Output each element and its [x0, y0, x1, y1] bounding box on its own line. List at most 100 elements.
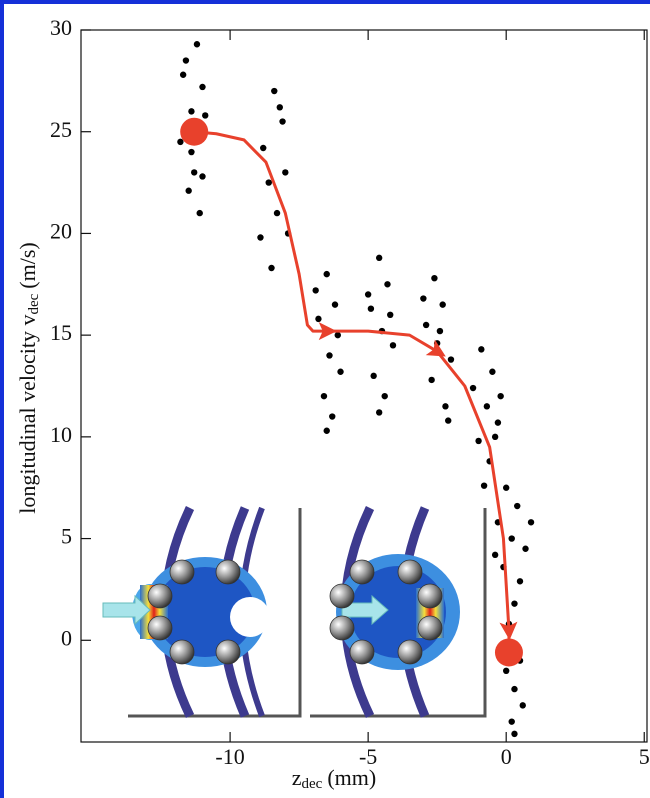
scatter-point: [489, 369, 495, 375]
electrode-sphere: [216, 640, 240, 664]
scatter-point: [321, 393, 327, 399]
x-axis-label: zdec(mm): [292, 765, 376, 792]
scatter-point: [509, 718, 515, 724]
electrode-sphere: [350, 560, 374, 584]
scatter-point: [197, 210, 203, 216]
scatter-point: [191, 169, 197, 175]
x-axis-label-main: z: [292, 765, 302, 790]
electrode-sphere: [350, 640, 374, 664]
scatter-point: [365, 291, 371, 297]
scatter-point: [448, 356, 454, 362]
electrode-sphere: [170, 560, 194, 584]
x-tick-label: 0: [501, 744, 512, 769]
scatter-point: [185, 188, 191, 194]
scatter-point: [509, 535, 515, 541]
scatter-point: [437, 328, 443, 334]
chart: 051015202530-10-505zdec(mm)longitudinal …: [0, 0, 650, 798]
y-axis-label-sub: dec: [26, 293, 42, 314]
scatter-point: [522, 546, 528, 552]
y-axis-label-main: longitudinal velocity v: [15, 315, 40, 514]
scatter-point: [382, 393, 388, 399]
scatter-point: [268, 265, 274, 271]
scatter-point: [199, 84, 205, 90]
y-tick-label: 0: [61, 625, 72, 650]
scatter-point: [528, 519, 534, 525]
scatter-point: [257, 234, 263, 240]
electrode-sphere: [148, 616, 172, 640]
scatter-point: [368, 305, 374, 311]
electrode-sphere: [418, 616, 442, 640]
scatter-point: [511, 731, 517, 737]
scatter-point: [279, 118, 285, 124]
scatter-point: [431, 275, 437, 281]
scatter-point: [188, 108, 194, 114]
scatter-point: [475, 438, 481, 444]
scatter-point: [315, 316, 321, 322]
electrode-sphere: [398, 560, 422, 584]
electrode-sphere: [170, 640, 194, 664]
scatter-point: [282, 169, 288, 175]
y-tick-label: 30: [50, 15, 72, 40]
y-tick-label: 15: [50, 320, 72, 345]
y-tick-label: 20: [50, 218, 72, 243]
scatter-point: [492, 434, 498, 440]
scatter-point: [266, 179, 272, 185]
scatter-point: [497, 393, 503, 399]
scatter-point: [202, 112, 208, 118]
y-tick-label: 10: [50, 422, 72, 447]
scatter-point: [387, 312, 393, 318]
scatter-point: [199, 173, 205, 179]
y-axis-label: longitudinal velocity vdec (m/s): [15, 242, 42, 513]
scatter-point: [511, 600, 517, 606]
x-axis-label-unit: (mm): [327, 765, 376, 790]
scatter-point: [312, 287, 318, 293]
electrode-sphere: [398, 640, 422, 664]
scatter-point: [478, 346, 484, 352]
scatter-point: [384, 281, 390, 287]
start-marker: [180, 118, 208, 146]
scatter-point: [324, 428, 330, 434]
scatter-point: [194, 41, 200, 47]
scatter-point: [495, 419, 501, 425]
scatter-point: [337, 369, 343, 375]
scatter-point: [503, 485, 509, 491]
scatter-point: [335, 332, 341, 338]
x-tick-label: -10: [215, 744, 244, 769]
scatter-point: [423, 322, 429, 328]
scatter-point: [326, 352, 332, 358]
scatter-point: [503, 668, 509, 674]
inset-left: [103, 508, 300, 716]
scatter-point: [183, 57, 189, 63]
x-axis-label-sub: dec: [302, 776, 323, 792]
scatter-point: [520, 702, 526, 708]
scatter-point: [390, 342, 396, 348]
scatter-point: [370, 373, 376, 379]
scatter-point: [420, 295, 426, 301]
scatter-point: [445, 417, 451, 423]
scatter-point: [428, 377, 434, 383]
scatter-point: [260, 145, 266, 151]
scatter-point: [376, 255, 382, 261]
electrode-sphere: [216, 560, 240, 584]
scatter-point: [188, 149, 194, 155]
scatter-point: [484, 403, 490, 409]
scatter-point: [271, 88, 277, 94]
scatter-point: [177, 139, 183, 145]
y-tick-label: 5: [61, 524, 72, 549]
electrode-sphere: [330, 584, 354, 608]
scatter-point: [492, 552, 498, 558]
end-marker: [495, 638, 523, 666]
scatter-point: [277, 104, 283, 110]
inset-right: [310, 508, 485, 716]
scatter-point: [274, 210, 280, 216]
y-tick-label: 25: [50, 117, 72, 142]
scatter-point: [470, 385, 476, 391]
electrode-sphere: [330, 616, 354, 640]
scatter-point: [329, 413, 335, 419]
scatter-point: [332, 301, 338, 307]
scatter-point: [517, 578, 523, 584]
y-axis-label-unit: (m/s): [15, 242, 40, 288]
scatter-point: [481, 482, 487, 488]
scatter-point: [439, 301, 445, 307]
x-tick-label: 5: [639, 744, 650, 769]
